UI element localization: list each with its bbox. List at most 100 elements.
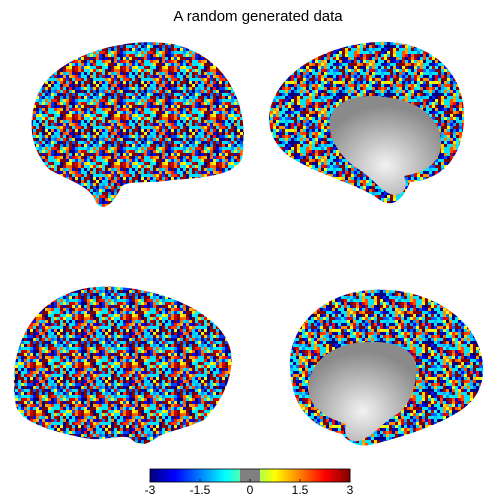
colorbar-cell [276, 469, 279, 482]
colorbar-cell [324, 469, 327, 482]
colorbar-cell [222, 469, 225, 482]
colorbar-cell [196, 469, 199, 482]
brain-medial-right [289, 289, 484, 446]
colorbar-cell [172, 469, 175, 482]
colorbar-cell [174, 469, 177, 482]
colorbar-cell [308, 469, 311, 482]
colorbar-cell [332, 469, 335, 482]
colorbar-cell [328, 469, 331, 482]
colorbar: -3 -1.5 0 1.5 3 [145, 468, 354, 497]
colorbar-cell [178, 469, 181, 482]
colorbar-cell [220, 469, 223, 482]
colorbar-cell [300, 469, 303, 482]
colorbar-cell [334, 469, 337, 482]
colorbar-cell [166, 469, 169, 482]
colorbar-cell [320, 469, 323, 482]
colorbar-cell [346, 469, 349, 482]
colorbar-cell [330, 469, 333, 482]
colorbar-cell [240, 469, 243, 482]
colorbar-cell [182, 469, 185, 482]
colorbar-tick-label: -1.5 [190, 483, 211, 497]
colorbar-cell [214, 469, 217, 482]
colorbar-cell [224, 469, 227, 482]
colorbar-cell [194, 469, 197, 482]
colorbar-cell [288, 469, 291, 482]
colorbar-cell [242, 469, 245, 482]
colorbar-cell [244, 469, 247, 482]
colorbar-cell [156, 469, 159, 482]
colorbar-cell [218, 469, 221, 482]
colorbar-cell [164, 469, 167, 482]
brain-lateral-left [31, 42, 244, 207]
colorbar-cell [272, 469, 275, 482]
colorbar-cell [310, 469, 313, 482]
colorbar-cell [236, 469, 239, 482]
colorbar-tick-label: 0 [247, 483, 254, 497]
colorbar-cell [286, 469, 289, 482]
colorbar-cell [298, 469, 301, 482]
colorbar-cell [266, 469, 269, 482]
colorbar-cell [296, 469, 299, 482]
colorbar-cell [348, 469, 351, 482]
colorbar-cell [274, 469, 277, 482]
colorbar-cell [150, 469, 153, 482]
colorbar-cell [280, 469, 283, 482]
colorbar-cell [312, 469, 315, 482]
title: A random generated data [173, 8, 343, 25]
colorbar-cell [246, 469, 249, 482]
colorbar-tick-label: 3 [347, 483, 354, 497]
colorbar-cell [258, 469, 261, 482]
colorbar-cell [170, 469, 173, 482]
colorbar-cell [168, 469, 171, 482]
colorbar-cell [252, 469, 255, 482]
colorbar-tick-label: 1.5 [292, 483, 309, 497]
colorbar-cell [188, 469, 191, 482]
colorbar-cell [238, 469, 241, 482]
colorbar-cell [192, 469, 195, 482]
colorbar-cell [294, 469, 297, 482]
colorbar-cell [338, 469, 341, 482]
colorbar-cell [158, 469, 161, 482]
colorbar-cell [318, 469, 321, 482]
colorbar-cell [336, 469, 339, 482]
colorbar-cell [176, 469, 179, 482]
colorbar-cell [162, 469, 165, 482]
brain-lateral-right [13, 286, 232, 445]
colorbar-cell [260, 469, 263, 482]
colorbar-cell [154, 469, 157, 482]
brain-medial-left [269, 41, 465, 204]
colorbar-cell [304, 469, 307, 482]
colorbar-cell [248, 469, 251, 482]
colorbar-cell [284, 469, 287, 482]
colorbar-cell [340, 469, 343, 482]
colorbar-cell [282, 469, 285, 482]
colorbar-cell [292, 469, 295, 482]
colorbar-cell [264, 469, 267, 482]
colorbar-cell [180, 469, 183, 482]
colorbar-cell [198, 469, 201, 482]
colorbar-cell [202, 469, 205, 482]
colorbar-cell [250, 469, 253, 482]
colorbar-cell [186, 469, 189, 482]
colorbar-cell [316, 469, 319, 482]
colorbar-cell [208, 469, 211, 482]
colorbar-cell [190, 469, 193, 482]
colorbar-cell [232, 469, 235, 482]
colorbar-cell [344, 469, 347, 482]
colorbar-cell [256, 469, 259, 482]
colorbar-cell [290, 469, 293, 482]
colorbar-cell [322, 469, 325, 482]
colorbar-cell [234, 469, 237, 482]
colorbar-tick-label: -3 [145, 483, 156, 497]
colorbar-cell [314, 469, 317, 482]
colorbar-cell [270, 469, 273, 482]
colorbar-cell [326, 469, 329, 482]
colorbar-cell [210, 469, 213, 482]
colorbar-cell [206, 469, 209, 482]
colorbar-cell [228, 469, 231, 482]
colorbar-cell [200, 469, 203, 482]
colorbar-cell [184, 469, 187, 482]
colorbar-cell [262, 469, 265, 482]
